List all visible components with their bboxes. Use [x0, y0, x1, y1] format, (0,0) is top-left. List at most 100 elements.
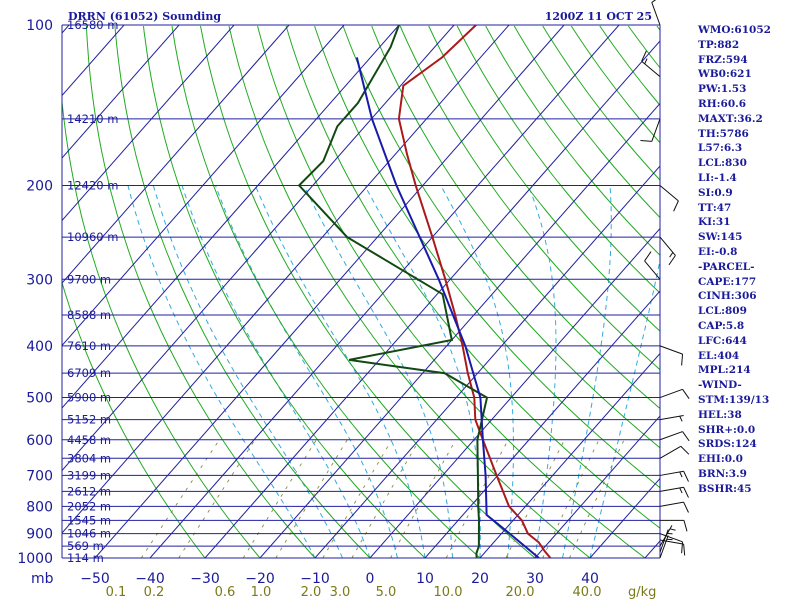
isotherm: [62, 25, 180, 159]
index-item: LCL:830: [698, 157, 747, 170]
isotherm: [0, 25, 14, 558]
wind-barb: [659, 535, 673, 559]
temperature-tick-label: −40: [135, 571, 165, 587]
mixing-ratio-line: [390, 439, 457, 558]
valid-time: 1200Z 11 OCT 25: [545, 10, 652, 23]
index-item: PW:1.53: [698, 83, 747, 96]
dry-adiabat: [62, 96, 261, 558]
index-item: HEL:38: [698, 408, 742, 421]
wind-barbs: [640, 0, 690, 559]
wind-barb-staff: [651, 118, 661, 142]
isotherm: [62, 25, 400, 409]
wind-barb-half-flag: [669, 252, 674, 258]
index-item: LFC:644: [698, 334, 747, 347]
dry-adiabat: [228, 25, 591, 558]
mixing-ratio-unit-label: g/kg: [628, 585, 656, 600]
isotherm: [62, 25, 235, 222]
wind-barb-staff: [644, 260, 661, 280]
wind-barb-flag: [682, 389, 690, 399]
index-item: SI:0.9: [698, 186, 733, 199]
mixing-ratio-line: [569, 439, 625, 558]
wind-barb-flag: [681, 541, 684, 554]
height-label: 10960 m: [67, 230, 118, 244]
pressure-tick-label: 600: [26, 433, 53, 449]
wind-barb-flag: [683, 487, 689, 498]
wind-barb: [659, 388, 690, 399]
isotherm: [259, 102, 660, 558]
wind-barb-flag: [683, 471, 689, 482]
dry-adiabat: [171, 25, 481, 558]
wind-barb: [659, 445, 690, 459]
height-label: 2052 m: [67, 499, 111, 513]
wind-barb-staff: [659, 431, 683, 441]
height-label: 1545 m: [67, 513, 111, 527]
mixing-ratio-line: [275, 439, 348, 558]
height-label: 6709 m: [67, 366, 111, 380]
mixing-ratio-line: [322, 439, 393, 558]
mixing-ratio-line: [140, 439, 220, 558]
wind-barb: [659, 345, 684, 366]
mixing-ratio-tick-label: 20.0: [506, 585, 535, 600]
wind-barb-flag: [680, 445, 690, 455]
index-item: EI:-0.8: [698, 245, 738, 258]
height-label: 7610 m: [67, 339, 111, 353]
dry-adiabat: [85, 25, 316, 558]
temperature-tick-label: 10: [416, 571, 434, 587]
mixing-ratio-tick-label: 5.0: [376, 585, 397, 600]
index-item: RH:60.6: [698, 97, 747, 110]
height-label: 3199 m: [67, 468, 111, 482]
mixing-ratio-line: [351, 439, 420, 558]
temperature-tick-label: −50: [80, 571, 110, 587]
height-label: 114 m: [67, 551, 104, 565]
mixing-ratio-tick-label: 40.0: [573, 585, 602, 600]
height-label: 5900 m: [67, 391, 111, 405]
isotherm: [62, 25, 510, 534]
isobars: [61, 24, 661, 559]
pressure-tick-label: 200: [26, 178, 53, 194]
index-item: EHI:0.0: [698, 453, 743, 466]
mixing-ratio-tick-label: 2.0: [301, 585, 322, 600]
dry-adiabat: [513, 25, 660, 219]
wind-barb-flag: [668, 255, 676, 266]
height-label: 8588 m: [67, 308, 111, 322]
height-label: 1046 m: [67, 527, 111, 541]
moist-adiabats: [127, 185, 660, 558]
temperature-tick-label: 20: [471, 571, 489, 587]
dry-adiabat: [143, 25, 426, 558]
moist-adiabat: [589, 258, 660, 558]
temperature-trace: [397, 25, 552, 558]
dry-adiabat: [399, 25, 660, 371]
wind-barb: [659, 431, 690, 442]
wind-barb: [659, 501, 689, 513]
wind-barb-flag: [683, 520, 688, 532]
wind-barb-half-flag: [669, 528, 676, 531]
wind-barb-half-flag: [679, 415, 683, 422]
index-item: LCL:809: [698, 305, 747, 318]
index-item: BSHR:45: [698, 482, 752, 495]
dewpoint-trace: [297, 25, 489, 558]
temperature-tick-label: 40: [581, 571, 599, 587]
wind-barb-flag: [651, 0, 657, 3]
pressure-tick-label: 400: [26, 339, 53, 355]
wind-barb: [644, 251, 661, 280]
index-item: TP:882: [698, 38, 740, 51]
mixing-ratio-tick-label: 0.6: [215, 585, 236, 600]
isotherm: [534, 415, 660, 558]
dry-adiabat: [285, 25, 660, 529]
index-item: WMO:61052: [698, 24, 771, 36]
moist-adiabat: [562, 185, 612, 558]
wind-barb: [659, 414, 684, 422]
wind-barb-flag: [673, 200, 679, 212]
index-item: CAPE:177: [698, 275, 757, 288]
mixing-ratio-line: [242, 439, 317, 558]
isotherm: [314, 165, 660, 558]
index-item: SW:145: [698, 231, 743, 244]
pressure-tick-label: 500: [26, 391, 53, 407]
wind-barb-staff: [659, 185, 679, 202]
parcel-trace: [355, 57, 540, 558]
height-label: 9700 m: [67, 272, 111, 286]
wind-barb: [659, 539, 686, 556]
temperature-tick-label: 30: [526, 571, 544, 587]
